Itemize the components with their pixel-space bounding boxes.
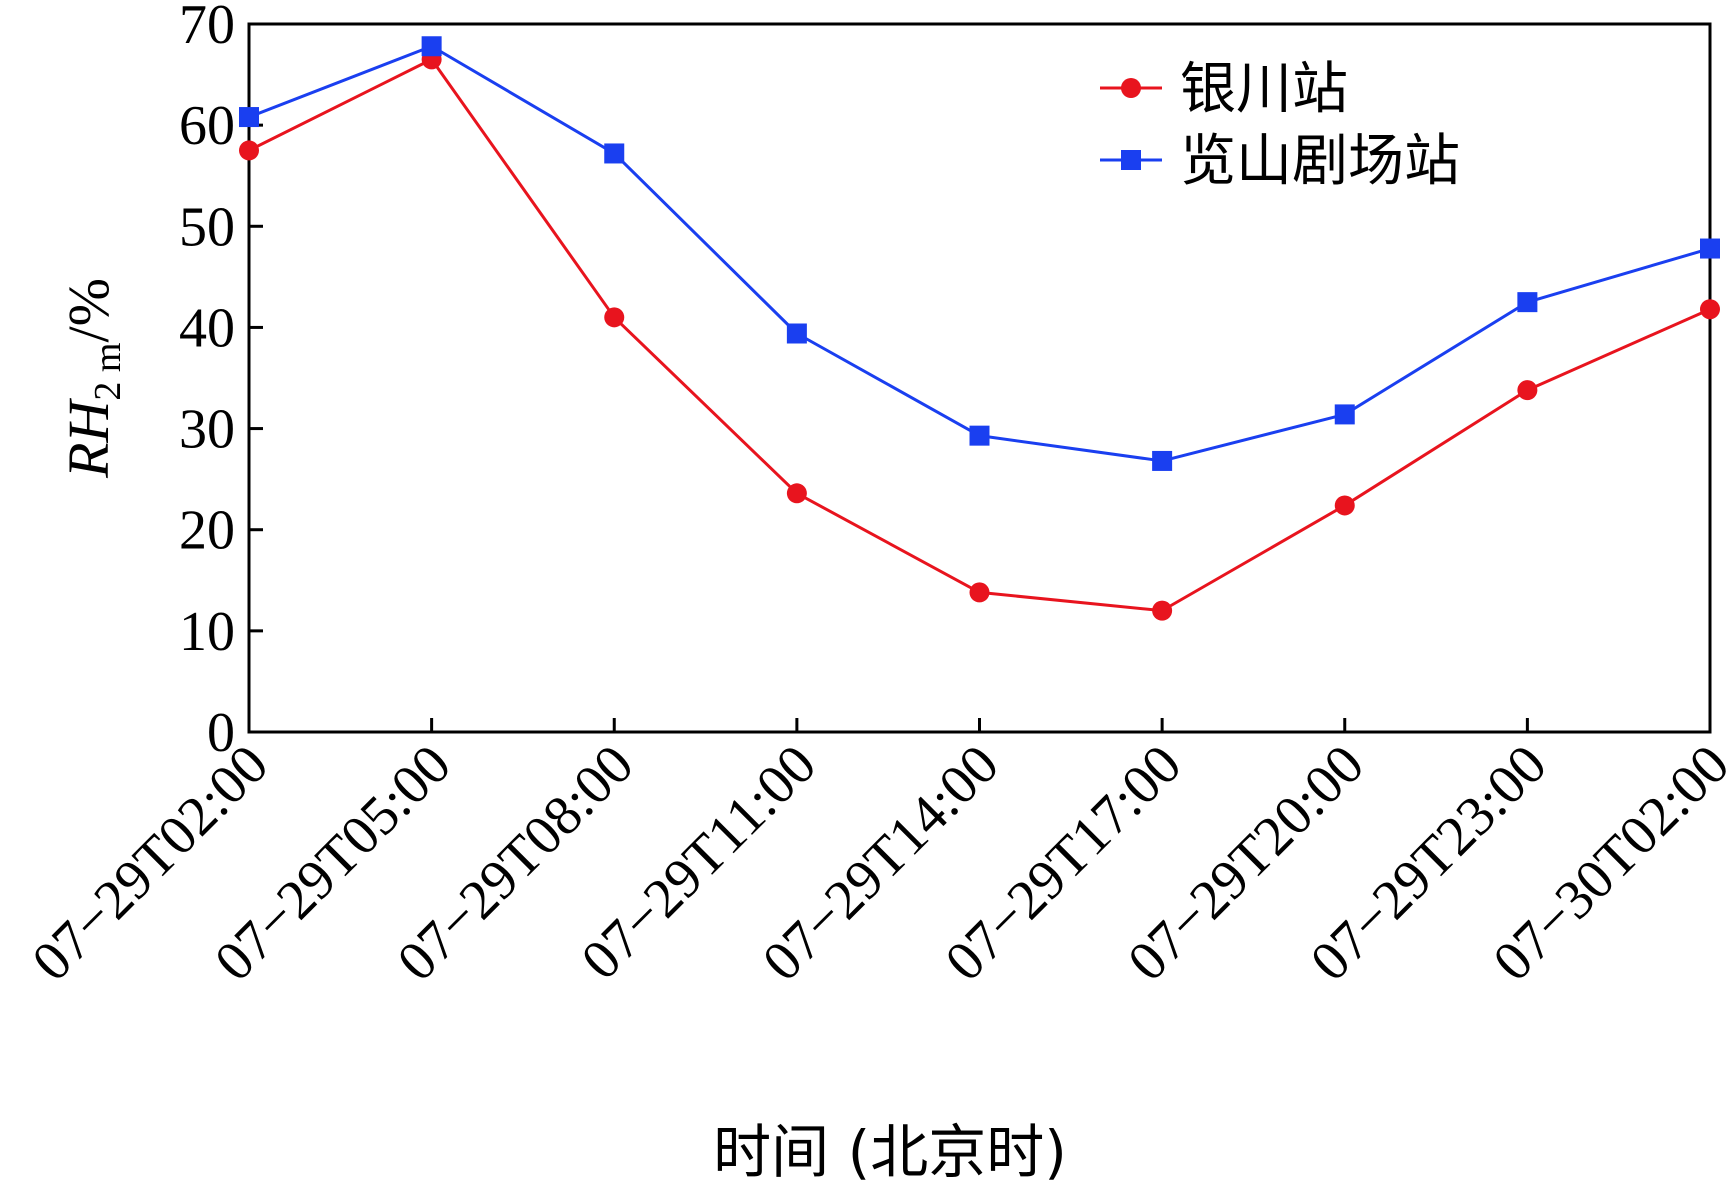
series-2-point <box>786 323 807 344</box>
series-1-point <box>786 483 807 504</box>
y-tick-label: 10 <box>179 601 235 663</box>
legend-item-series-1: 银川站 <box>1100 57 1348 122</box>
y-tick-label: 30 <box>179 399 235 461</box>
legend: 银川站 览山剧场站 <box>1100 57 1460 194</box>
y-axis-label-main: RH <box>56 397 121 478</box>
series-2-point <box>969 425 990 446</box>
legend-label-series-2: 览山剧场站 <box>1180 129 1460 194</box>
y-axis-ticks: 0 10 20 30 40 50 60 70 <box>179 0 263 764</box>
y-tick-label: 70 <box>179 0 235 56</box>
plot-frame <box>247 22 1712 734</box>
series-1-point <box>1152 600 1173 621</box>
series-1-point <box>239 140 259 161</box>
x-axis-ticks: 07−29T02:0007−29T05:0007−29T08:0007−29T1… <box>20 718 1731 993</box>
series-2 <box>239 36 1720 471</box>
series-1 <box>239 49 1720 621</box>
legend-item-series-2: 览山剧场站 <box>1100 129 1460 194</box>
legend-label-series-1: 银川站 <box>1180 57 1348 122</box>
series-2-point <box>239 107 259 128</box>
y-tick-label: 60 <box>179 95 235 157</box>
series-1-point <box>1517 380 1538 401</box>
series-2-point <box>1152 450 1173 471</box>
x-axis-label: 时间 (北京时) <box>713 1118 1067 1186</box>
y-tick-label: 50 <box>179 196 235 258</box>
y-tick-label: 40 <box>179 297 235 359</box>
y-tick-label: 0 <box>207 702 235 764</box>
series-layer <box>239 36 1720 621</box>
series-1-line <box>248 57 1711 613</box>
series-2-point <box>1700 238 1720 259</box>
series-2-point <box>604 143 625 164</box>
y-axis-label-suffix: /% <box>56 278 121 342</box>
series-1-point <box>604 307 625 328</box>
series-1-point <box>1334 495 1355 516</box>
series-2-point <box>1517 292 1538 313</box>
series-1-point <box>1700 299 1720 320</box>
y-axis-label: RH2 m/% <box>56 278 129 479</box>
y-axis-label-subscript: 2 m <box>87 343 129 401</box>
series-1-point <box>969 582 990 603</box>
series-2-point <box>1334 404 1355 425</box>
series-2-point <box>421 36 442 57</box>
y-tick-label: 20 <box>179 500 235 562</box>
